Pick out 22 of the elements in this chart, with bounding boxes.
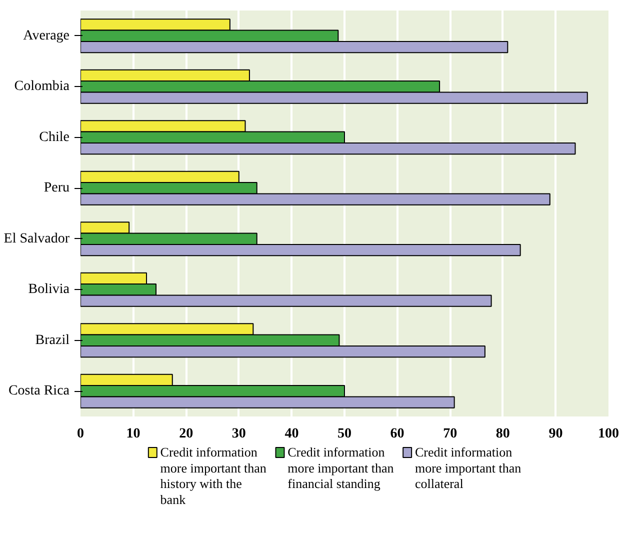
x-tick-label: 50 xyxy=(338,426,352,442)
x-tick-label: 60 xyxy=(390,426,404,442)
legend-label: Credit information more important than financial standing xyxy=(288,444,394,491)
x-tick-label: 70 xyxy=(443,426,458,442)
x-tick-label: 10 xyxy=(126,426,140,442)
y-tick-label: Average xyxy=(23,28,70,44)
x-tick-label: 40 xyxy=(284,426,299,442)
legend-label: Credit information more important than collateral xyxy=(414,444,522,491)
x-tick-label: 100 xyxy=(598,426,619,442)
y-tick-label: El Salvador xyxy=(4,231,70,246)
y-tick-label: Brazil xyxy=(35,332,70,348)
x-tick-label: 20 xyxy=(179,426,194,442)
legend-label: Credit information more important than history with the bank xyxy=(160,444,267,507)
x-tick-label: 90 xyxy=(548,426,563,442)
y-tick-label: Bolivia xyxy=(28,282,70,298)
x-tick-label: 80 xyxy=(496,426,510,442)
y-tick-label: Colombia xyxy=(14,79,70,94)
x-tick-label: 0 xyxy=(77,426,84,442)
y-tick-label: Peru xyxy=(44,180,70,196)
y-tick-label: Costa Rica xyxy=(8,384,70,399)
y-tick-label: Chile xyxy=(39,130,70,145)
x-tick-label: 30 xyxy=(232,426,246,442)
